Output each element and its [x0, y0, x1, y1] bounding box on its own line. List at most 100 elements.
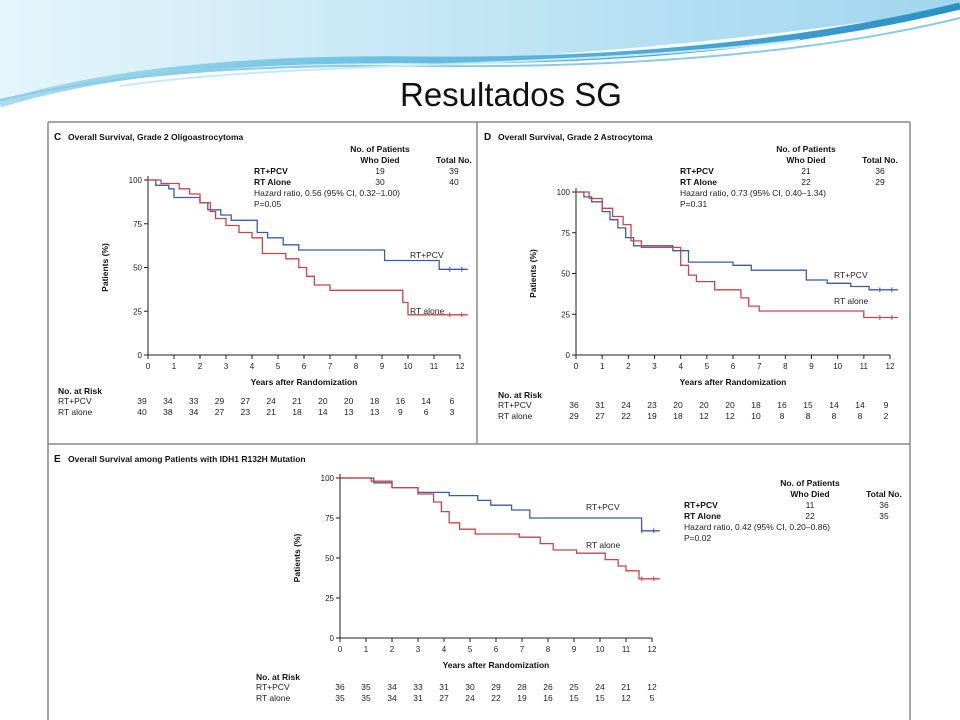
risk-row-label: RT+PCV — [256, 682, 290, 692]
hazard-ratio: Hazard ratio, 0.56 (95% CI, 0.32–1.00) — [254, 188, 400, 198]
risk-value: 33 — [413, 682, 423, 692]
risk-value: 33 — [189, 396, 199, 406]
curve-label: RT alone — [410, 306, 444, 316]
risk-value: 29 — [569, 411, 579, 421]
risk-value: 35 — [361, 682, 371, 692]
x-axis-label: Years after Randomization — [251, 377, 358, 387]
risk-title: No. at Risk — [256, 672, 300, 682]
x-tick-label: 0 — [338, 645, 343, 654]
risk-value: 5 — [650, 693, 655, 703]
curve-label: RT+PCV — [410, 250, 444, 260]
x-axis-label: Years after Randomization — [680, 377, 787, 387]
y-tick-label: 100 — [321, 474, 335, 483]
table-total-value: 39 — [449, 166, 459, 176]
risk-value: 16 — [777, 400, 787, 410]
risk-value: 31 — [439, 682, 449, 692]
risk-value: 21 — [292, 396, 302, 406]
risk-value: 13 — [370, 407, 380, 417]
x-tick-label: 2 — [198, 362, 203, 371]
risk-value: 8 — [832, 411, 837, 421]
curve-label: RT alone — [586, 540, 620, 550]
risk-value: 20 — [725, 400, 735, 410]
y-axis-label: Patients (%) — [100, 243, 110, 292]
y-tick-label: 0 — [330, 634, 335, 643]
panel-e-chart: E Overall Survival among Patients with ID… — [54, 454, 902, 703]
panel-letter: D — [484, 132, 491, 143]
survival-curve-rt-pcv — [148, 179, 468, 270]
x-tick-label: 2 — [626, 362, 631, 371]
x-tick-label: 11 — [430, 362, 439, 371]
risk-value: 36 — [569, 400, 579, 410]
panel-d-chart: D Overall Survival, Grade 2 Astrocytoma 0 2… — [484, 132, 898, 421]
risk-value: 31 — [413, 693, 423, 703]
table-header-total: Total No. — [862, 155, 898, 165]
risk-value: 31 — [595, 400, 605, 410]
slide-title: Resultados SG — [400, 76, 622, 113]
table-total-value: 35 — [879, 511, 889, 521]
risk-value: 34 — [387, 682, 397, 692]
risk-value: 22 — [491, 693, 501, 703]
table-died-value: 21 — [801, 166, 811, 176]
risk-value: 12 — [621, 693, 631, 703]
risk-row-label: RT+PCV — [58, 396, 92, 406]
risk-value: 9 — [884, 400, 889, 410]
risk-value: 20 — [344, 396, 354, 406]
x-tick-label: 10 — [596, 645, 605, 654]
curve-label: RT+PCV — [586, 502, 620, 512]
risk-value: 6 — [424, 407, 429, 417]
y-tick-label: 75 — [133, 220, 142, 229]
risk-value: 27 — [215, 407, 225, 417]
x-tick-label: 12 — [648, 645, 657, 654]
p-value: P=0.02 — [684, 533, 711, 543]
survival-curve-rt-alone — [340, 477, 660, 580]
x-tick-label: 12 — [886, 362, 895, 371]
risk-value: 29 — [491, 682, 501, 692]
y-axis-label: Patients (%) — [528, 249, 538, 298]
x-tick-label: 11 — [622, 645, 631, 654]
x-tick-label: 2 — [390, 645, 395, 654]
risk-value: 28 — [517, 682, 527, 692]
risk-value: 21 — [266, 407, 276, 417]
risk-value: 24 — [621, 400, 631, 410]
risk-value: 35 — [335, 693, 345, 703]
table-header-total: Total No. — [866, 489, 902, 499]
table-header-patients: No. of Patients — [780, 478, 840, 488]
survival-figure: C Overall Survival, Grade 2 Oligoastrocyt… — [47, 121, 911, 720]
x-tick-label: 6 — [731, 362, 736, 371]
risk-value: 14 — [855, 400, 865, 410]
table-died-value: 22 — [805, 511, 815, 521]
panel-title: Overall Survival, Grade 2 Astrocytoma — [498, 132, 653, 142]
x-tick-label: 0 — [146, 362, 151, 371]
risk-value: 36 — [335, 682, 345, 692]
figure-frame — [47, 121, 911, 720]
x-tick-label: 1 — [172, 362, 177, 371]
header-swoosh-decoration — [0, 0, 960, 108]
x-tick-label: 7 — [328, 362, 333, 371]
y-tick-label: 100 — [129, 176, 143, 185]
y-tick-label: 25 — [561, 310, 570, 319]
x-tick-label: 12 — [456, 362, 465, 371]
x-tick-label: 7 — [757, 362, 762, 371]
x-tick-label: 10 — [404, 362, 413, 371]
risk-value: 24 — [266, 396, 276, 406]
risk-value: 8 — [806, 411, 811, 421]
risk-value: 13 — [344, 407, 354, 417]
x-tick-label: 3 — [416, 645, 421, 654]
risk-value: 10 — [751, 411, 761, 421]
curve-label: RT+PCV — [834, 270, 868, 280]
risk-value: 18 — [673, 411, 683, 421]
risk-value: 2 — [884, 411, 889, 421]
risk-row-label: RT alone — [58, 407, 92, 417]
risk-value: 40 — [137, 407, 147, 417]
risk-value: 24 — [465, 693, 475, 703]
risk-value: 34 — [189, 407, 199, 417]
p-value: P=0.05 — [254, 199, 281, 209]
table-header-died: Who Died — [360, 155, 399, 165]
table-header-patients: No. of Patients — [776, 144, 836, 154]
table-total-value: 29 — [875, 177, 885, 187]
risk-value: 14 — [318, 407, 328, 417]
table-total-value: 40 — [449, 177, 459, 187]
risk-value: 30 — [465, 682, 475, 692]
risk-value: 16 — [396, 396, 406, 406]
x-tick-label: 9 — [572, 645, 577, 654]
